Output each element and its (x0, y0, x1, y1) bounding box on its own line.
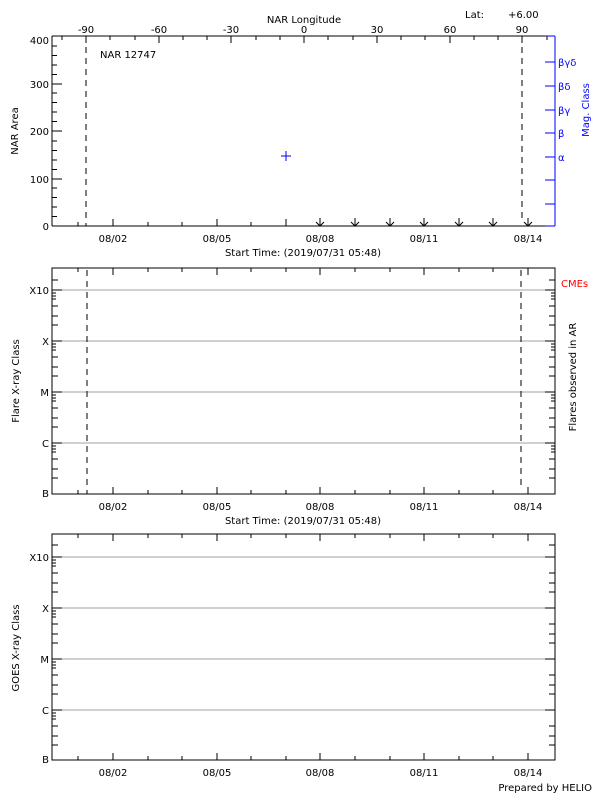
flare-tick-c: C (42, 439, 49, 450)
y2-axis-label-flares-in-ar: Flares observed in AR (568, 323, 579, 432)
y-tick-100: 100 (30, 175, 49, 186)
date-tick-0814: 08/14 (514, 234, 543, 245)
flare-tick-x: X (42, 337, 49, 348)
arrow-markers (315, 218, 533, 227)
mag-class-beta: β (558, 129, 564, 140)
panel-goes-class: X10 X M C B GOES X-ray Class 08/02 08/05… (11, 533, 556, 779)
lon-tick-60: 60 (444, 25, 457, 36)
lat-label: Lat: (465, 10, 484, 21)
start-time-label-2: Start Time: (2019/07/31 05:48) (225, 516, 381, 527)
lon-tick-m30: -30 (223, 25, 239, 36)
lon-tick-m90: -90 (78, 25, 94, 36)
lon-tick-90: 90 (516, 25, 529, 36)
y-tick-400: 400 (30, 36, 49, 47)
goes-tick-b: B (42, 755, 49, 766)
mag-class-alpha: α (558, 153, 565, 164)
panel-flare-class: X10 X M C B Flare X-ray Class CMEs Flare… (11, 267, 588, 527)
flare-tick-x10: X10 (29, 286, 49, 297)
mag-class-axis-label: Mag. Class (581, 83, 592, 137)
date-tick-0814-p3: 08/14 (514, 768, 543, 779)
panel-nar-area: βγδ βδ βγ β α Mag. Class 0 100 200 300 4… (10, 10, 592, 259)
y-tick-300: 300 (30, 80, 49, 91)
flare-tick-b: B (42, 489, 49, 500)
date-tick-0808-p2: 08/08 (306, 502, 335, 513)
y-tick-200: 200 (30, 127, 49, 138)
date-tick-0805-p2: 08/05 (203, 502, 232, 513)
y-axis-label-flare-class: Flare X-ray Class (11, 339, 22, 423)
date-tick-0814-p2: 08/14 (514, 502, 543, 513)
goes-tick-m: M (40, 655, 49, 666)
y-axis-label-goes-class: GOES X-ray Class (11, 604, 22, 691)
mag-class-beta-gamma: βγ (558, 106, 570, 117)
lon-axis-label: NAR Longitude (267, 15, 341, 26)
goes-tick-x10: X10 (29, 553, 49, 564)
prepared-by-footer: Prepared by HELIO (498, 783, 592, 794)
lon-tick-30: 30 (371, 25, 384, 36)
date-tick-0805: 08/05 (203, 234, 232, 245)
mag-class-beta-gamma-delta: βγδ (558, 58, 576, 69)
date-tick-0802-p3: 08/02 (99, 768, 128, 779)
flare-tick-m: M (40, 388, 49, 399)
nar-area-point (281, 151, 291, 161)
lon-tick-0: 0 (301, 25, 307, 36)
date-tick-0802-p2: 08/02 (99, 502, 128, 513)
date-tick-0808-p3: 08/08 (306, 768, 335, 779)
date-tick-0805-p3: 08/05 (203, 768, 232, 779)
date-tick-0802: 08/02 (99, 234, 128, 245)
goes-tick-c: C (42, 706, 49, 717)
date-tick-0811-p3: 08/11 (410, 768, 439, 779)
cmes-legend: CMEs (561, 279, 588, 290)
date-tick-0811: 08/11 (410, 234, 439, 245)
lat-value: +6.00 (508, 10, 539, 21)
date-tick-0808: 08/08 (306, 234, 335, 245)
nar-title: NAR 12747 (100, 50, 156, 61)
y-axis-label-nar-area: NAR Area (10, 107, 21, 154)
date-tick-0811-p2: 08/11 (410, 502, 439, 513)
start-time-label-1: Start Time: (2019/07/31 05:48) (225, 248, 381, 259)
lon-tick-m60: -60 (151, 25, 167, 36)
goes-tick-x: X (42, 604, 49, 615)
mag-class-beta-delta: βδ (558, 82, 571, 93)
y-tick-0: 0 (43, 222, 49, 233)
